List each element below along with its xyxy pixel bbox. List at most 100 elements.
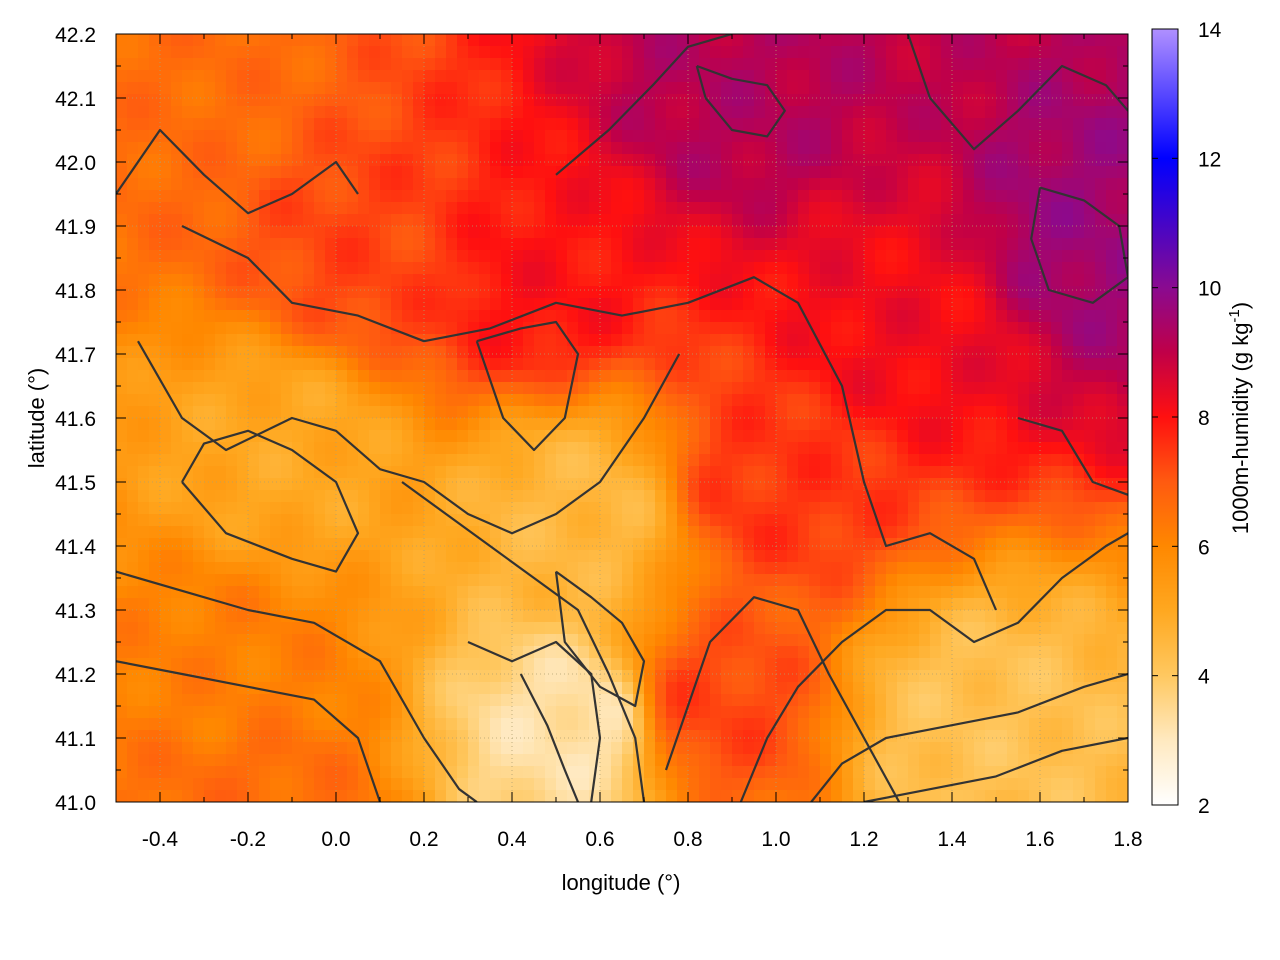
heat-cell — [358, 442, 370, 455]
heat-cell — [567, 214, 579, 227]
heat-cell — [1029, 634, 1041, 647]
heat-cell — [1007, 34, 1019, 47]
heat-cell — [655, 634, 667, 647]
heat-cell — [578, 154, 590, 167]
heat-cell — [116, 466, 128, 479]
heat-cell — [479, 442, 491, 455]
heat-cell — [556, 550, 568, 563]
heat-cell — [1029, 46, 1041, 59]
heat-cell — [875, 334, 887, 347]
heat-cell — [809, 202, 821, 215]
heat-cell — [1018, 286, 1030, 299]
heat-cell — [435, 670, 447, 683]
heat-cell — [457, 538, 469, 551]
heat-cell — [952, 346, 964, 359]
heat-cell — [666, 178, 678, 191]
heat-cell — [963, 34, 975, 47]
heat-cell — [589, 610, 601, 623]
heat-cell — [644, 646, 656, 659]
heat-cell — [765, 166, 777, 179]
heat-cell — [237, 382, 249, 395]
heat-cell — [1051, 550, 1063, 563]
heat-cell — [424, 550, 436, 563]
heat-cell — [578, 214, 590, 227]
heat-cell — [171, 610, 183, 623]
heat-cell — [831, 118, 843, 131]
heat-cell — [831, 586, 843, 599]
heat-cell — [127, 442, 139, 455]
heat-cell — [138, 34, 150, 47]
heat-cell — [721, 406, 733, 419]
heat-cell — [523, 34, 535, 47]
heat-cell — [314, 514, 326, 527]
heat-cell — [193, 118, 205, 131]
heat-cell — [545, 658, 557, 671]
heat-cell — [930, 34, 942, 47]
heat-cell — [875, 430, 887, 443]
heat-cell — [336, 274, 348, 287]
heat-cell — [116, 406, 128, 419]
heat-cell — [941, 394, 953, 407]
heat-cell — [523, 202, 535, 215]
heat-cell — [347, 358, 359, 371]
heat-cell — [424, 310, 436, 323]
heat-cell — [336, 286, 348, 299]
heat-cell — [633, 82, 645, 95]
heat-cell — [1073, 622, 1085, 635]
heat-cell — [644, 526, 656, 539]
heat-cell — [820, 454, 832, 467]
heat-cell — [523, 250, 535, 263]
heat-cell — [402, 262, 414, 275]
heat-cell — [721, 166, 733, 179]
heat-cell — [600, 154, 612, 167]
heat-cell — [897, 190, 909, 203]
heat-cell — [941, 550, 953, 563]
heat-cell — [1018, 550, 1030, 563]
heat-cell — [1062, 634, 1074, 647]
heat-cell — [677, 586, 689, 599]
heat-cell — [1040, 346, 1052, 359]
heat-cell — [853, 382, 865, 395]
heat-cell — [798, 214, 810, 227]
heat-cell — [1106, 622, 1118, 635]
heat-cell — [897, 454, 909, 467]
heat-cell — [578, 610, 590, 623]
heat-cell — [1117, 454, 1128, 467]
heat-cell — [127, 406, 139, 419]
heat-cell — [380, 262, 392, 275]
heat-cell — [699, 610, 711, 623]
heat-cell — [248, 286, 260, 299]
heat-cell — [556, 370, 568, 383]
heat-cell — [974, 190, 986, 203]
heat-cell — [886, 70, 898, 83]
heat-cell — [952, 178, 964, 191]
heat-cell — [160, 226, 172, 239]
heat-cell — [886, 250, 898, 263]
heat-cell — [457, 514, 469, 527]
heat-cell — [446, 142, 458, 155]
heat-cell — [721, 550, 733, 563]
heat-cell — [1051, 106, 1063, 119]
heat-cell — [545, 118, 557, 131]
heat-cell — [1051, 262, 1063, 275]
heat-cell — [501, 514, 513, 527]
heat-cell — [512, 406, 524, 419]
heat-cell — [655, 622, 667, 635]
heat-cell — [688, 454, 700, 467]
heat-cell — [908, 334, 920, 347]
heat-cell — [512, 622, 524, 635]
heat-cell — [798, 274, 810, 287]
heat-cell — [985, 70, 997, 83]
heat-cell — [952, 34, 964, 47]
heat-cell — [347, 310, 359, 323]
heat-cell — [138, 298, 150, 311]
heat-cell — [633, 322, 645, 335]
heat-cell — [985, 358, 997, 371]
heat-cell — [490, 574, 502, 587]
heat-cell — [556, 82, 568, 95]
heat-cell — [534, 94, 546, 107]
heat-cell — [347, 586, 359, 599]
heat-cell — [963, 106, 975, 119]
heat-cell — [941, 526, 953, 539]
heat-cell — [369, 502, 381, 515]
